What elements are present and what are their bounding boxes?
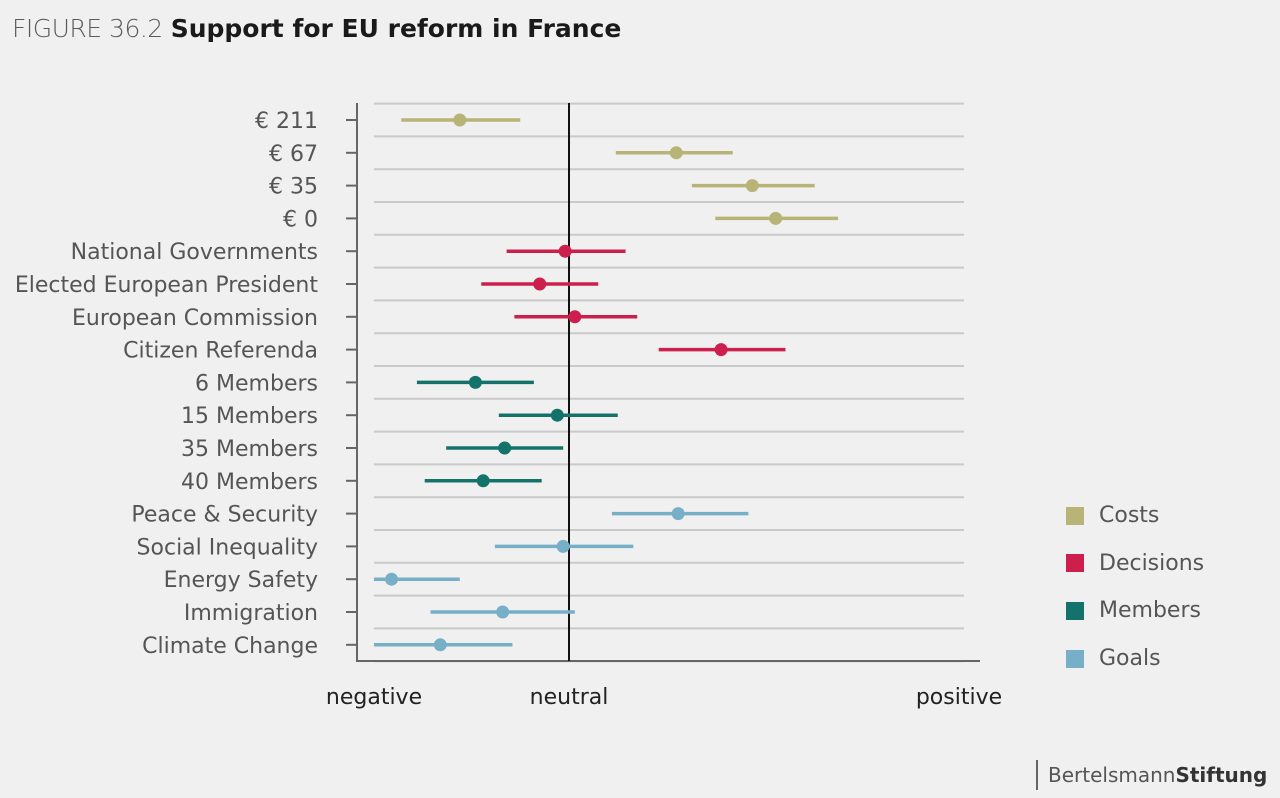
estimate-point — [433, 638, 447, 652]
y-tick-label: 15 Members — [181, 404, 318, 429]
legend-swatch — [1066, 601, 1084, 620]
legend-item: Decisions — [1066, 540, 1204, 588]
x-tick-label-negative: negative — [326, 685, 422, 710]
estimate-point — [496, 605, 510, 619]
brand-logo: BertelsmannStiftung — [1036, 760, 1267, 790]
estimate-point — [669, 146, 683, 160]
y-tick-label: Climate Change — [142, 634, 318, 659]
y-tick-label: Elected European President — [15, 273, 319, 298]
y-tick-label: 6 Members — [195, 371, 318, 396]
estimate-point — [385, 572, 399, 586]
figure-title-text: Support for EU reform in France — [170, 14, 622, 43]
estimate-point — [550, 408, 564, 422]
estimate-point — [671, 507, 685, 521]
y-tick-label: Energy Safety — [164, 568, 318, 593]
estimate-point — [468, 375, 482, 389]
y-tick-label: Peace & Security — [131, 503, 318, 528]
y-tick-label: Immigration — [184, 601, 318, 626]
legend-swatch — [1066, 506, 1084, 525]
legend-swatch — [1066, 554, 1084, 573]
y-tick-label: Citizen Referenda — [123, 339, 318, 364]
estimate-point — [558, 244, 572, 258]
y-tick-label: National Governments — [71, 240, 318, 265]
estimate-point — [769, 211, 783, 225]
y-tick-label: 40 Members — [181, 470, 318, 495]
estimate-point — [453, 113, 467, 127]
y-tick-label: € 67 — [269, 142, 318, 167]
legend-label: Costs — [1099, 503, 1160, 529]
legend-label: Members — [1099, 598, 1201, 624]
estimate-point — [533, 277, 547, 291]
legend-label: Decisions — [1099, 550, 1205, 576]
legend-item: Goals — [1066, 635, 1204, 683]
y-tick-label: € 35 — [269, 175, 318, 200]
chart-legend: Costs Decisions Members Goals — [1066, 492, 1204, 682]
estimate-point — [745, 179, 759, 193]
y-tick-label: € 211 — [255, 109, 318, 134]
y-tick-label: Social Inequality — [137, 535, 318, 560]
estimate-point — [714, 343, 728, 357]
figure-title: FIGURE 36.2 Support for EU reform in Fran… — [12, 14, 621, 43]
estimate-point — [556, 539, 570, 553]
estimate-point — [498, 441, 512, 455]
brand-logo-part1: Bertelsmann — [1048, 763, 1176, 787]
legend-item: Members — [1066, 587, 1204, 635]
y-tick-label: 35 Members — [181, 437, 318, 462]
figure-number: FIGURE 36.2 — [12, 14, 163, 43]
y-tick-label: € 0 — [283, 207, 318, 232]
estimate-point — [476, 474, 490, 488]
estimate-point — [568, 310, 582, 324]
legend-label: Goals — [1099, 646, 1161, 672]
brand-logo-part2: Stiftung — [1175, 763, 1268, 787]
legend-item: Costs — [1066, 492, 1204, 540]
x-tick-label-neutral: neutral — [530, 685, 609, 710]
x-tick-label-positive: positive — [916, 685, 1002, 710]
legend-swatch — [1066, 649, 1084, 668]
y-tick-label: European Commission — [72, 306, 318, 331]
